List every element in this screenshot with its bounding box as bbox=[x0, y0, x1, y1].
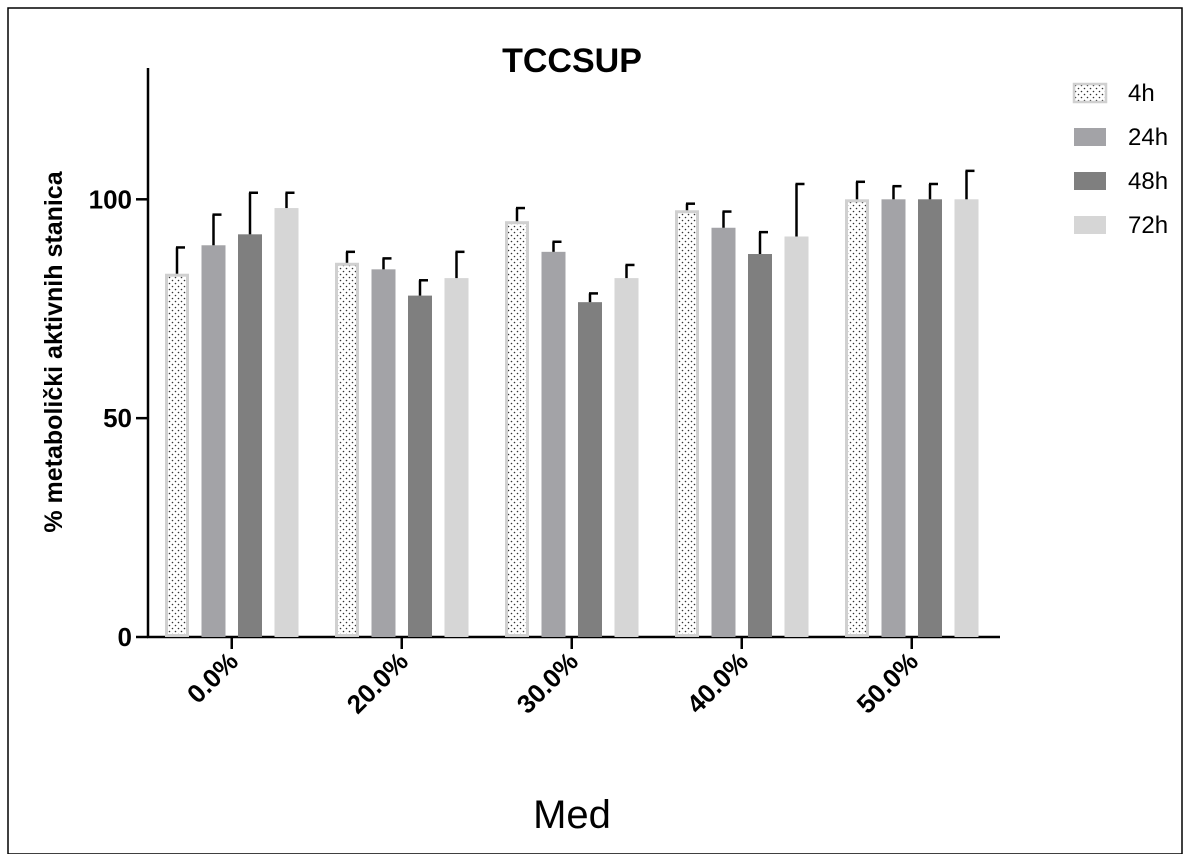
bar-24h-0.0% bbox=[201, 245, 226, 637]
legend-swatch-72h bbox=[1074, 216, 1106, 234]
chart-title: TCCSUP bbox=[502, 42, 642, 80]
legend-label-24h: 24h bbox=[1128, 124, 1168, 151]
bar-72h-30.0% bbox=[614, 278, 639, 637]
bar-4h-50.0% bbox=[845, 199, 869, 638]
bar-24h-30.0% bbox=[541, 251, 566, 638]
legend-swatch-48h bbox=[1074, 172, 1106, 190]
bar-72h-20.0% bbox=[444, 278, 469, 637]
bar-24h-50.0% bbox=[881, 199, 906, 638]
bar-72h-40.0% bbox=[784, 236, 809, 637]
legend-swatch-4h bbox=[1072, 82, 1108, 104]
bar-48h-40.0% bbox=[748, 254, 772, 637]
y-tick-label: 0 bbox=[118, 622, 132, 652]
legend-label-72h: 72h bbox=[1128, 212, 1168, 239]
bar-4h-0.0% bbox=[165, 273, 189, 637]
y-tick-label: 100 bbox=[89, 184, 132, 214]
legend: 4h 24h 48h 72h bbox=[1072, 80, 1168, 239]
bar-72h-50.0% bbox=[954, 199, 979, 638]
bar-4h-40.0% bbox=[675, 210, 699, 637]
x-axis-label: Med bbox=[533, 793, 611, 837]
legend-label-4h: 4h bbox=[1128, 80, 1155, 107]
legend-label-48h: 48h bbox=[1128, 168, 1168, 195]
y-axis: 0 50 100 bbox=[89, 68, 150, 652]
bar-4h-30.0% bbox=[505, 221, 529, 637]
bar-48h-20.0% bbox=[408, 295, 432, 637]
bar-48h-0.0% bbox=[238, 234, 262, 638]
bar-4h-20.0% bbox=[335, 262, 359, 637]
bar-48h-50.0% bbox=[918, 199, 942, 638]
bar-24h-40.0% bbox=[711, 227, 736, 637]
bars bbox=[165, 169, 979, 638]
bar-72h-0.0% bbox=[274, 208, 299, 638]
y-tick-label: 50 bbox=[103, 403, 132, 433]
legend-swatch-24h bbox=[1074, 128, 1106, 146]
bar-24h-20.0% bbox=[371, 269, 396, 637]
y-axis-label: % metabolički aktivnih stanica bbox=[40, 170, 68, 532]
bar-48h-30.0% bbox=[578, 302, 602, 637]
